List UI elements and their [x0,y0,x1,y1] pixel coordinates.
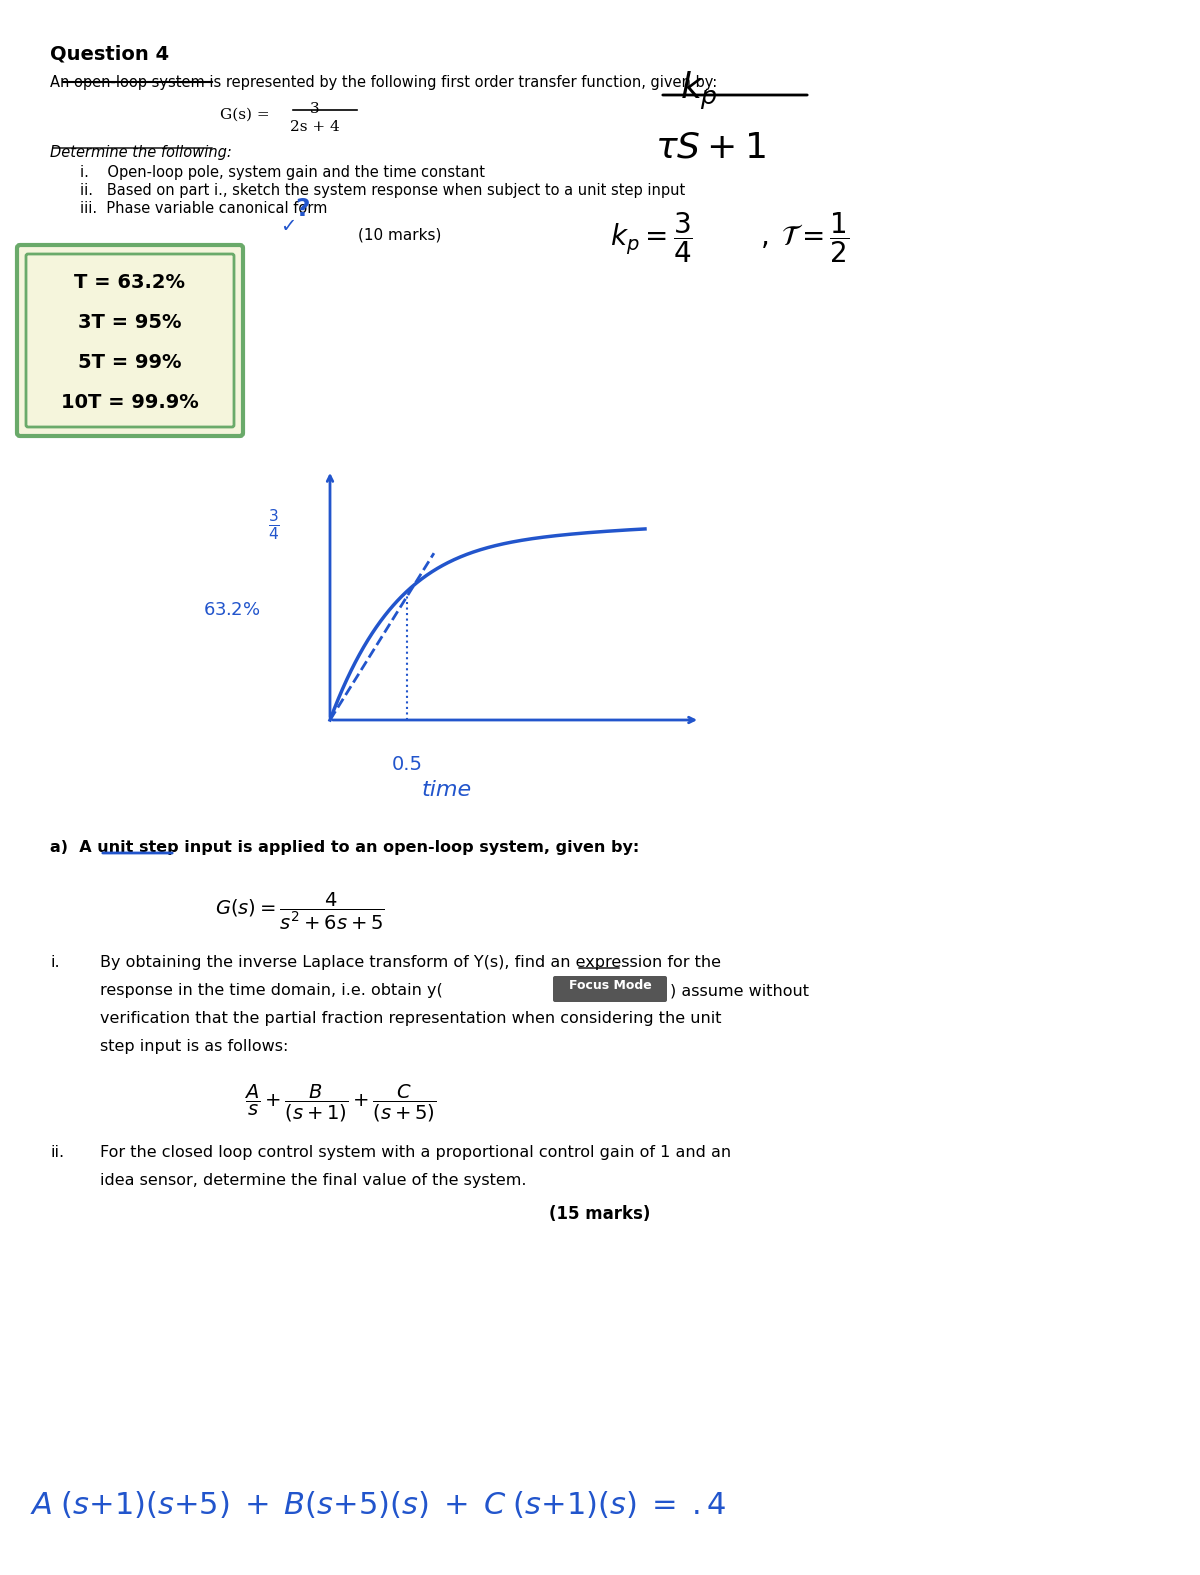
Text: 5T = 99%: 5T = 99% [78,353,181,372]
Text: $k_p$: $k_p$ [680,69,718,112]
Text: By obtaining the inverse Laplace transform of Y(s), find an expression for the: By obtaining the inverse Laplace transfo… [100,954,721,970]
Text: iii.  Phase variable canonical form: iii. Phase variable canonical form [80,202,328,216]
Text: 2s + 4: 2s + 4 [290,120,340,134]
Text: T = 63.2%: T = 63.2% [74,272,186,291]
Text: (10 marks): (10 marks) [359,228,442,243]
Text: i.    Open-loop pole, system gain and the time constant: i. Open-loop pole, system gain and the t… [80,165,485,180]
Text: $\frac{3}{4}$: $\frac{3}{4}$ [268,507,280,542]
Text: $k_p = \dfrac{3}{4}$: $k_p = \dfrac{3}{4}$ [610,209,692,265]
Text: ii.   Based on part i., sketch the system response when subject to a unit step i: ii. Based on part i., sketch the system … [80,183,685,198]
Text: ii.: ii. [50,1145,64,1161]
FancyBboxPatch shape [17,246,242,436]
Text: step input is as follows:: step input is as follows: [100,1040,288,1054]
Text: $\dfrac{A}{s} + \dfrac{B}{(s+1)} + \dfrac{C}{(s+5)}$: $\dfrac{A}{s} + \dfrac{B}{(s+1)} + \dfra… [244,1084,437,1125]
Text: Determine the following:: Determine the following: [50,145,232,161]
Text: idea sensor, determine the final value of the system.: idea sensor, determine the final value o… [100,1173,527,1188]
Text: i.: i. [50,954,60,970]
Text: 0.5: 0.5 [391,754,422,773]
Text: Question 4: Question 4 [50,46,169,65]
FancyBboxPatch shape [553,976,667,1002]
Text: An open-loop system is represented by the following first order transfer functio: An open-loop system is represented by th… [50,76,718,90]
Text: 10T = 99.9%: 10T = 99.9% [61,394,199,413]
Text: 3T = 95%: 3T = 95% [78,313,181,332]
Text: a)  A unit step input is applied to an open-loop system, given by:: a) A unit step input is applied to an op… [50,839,640,855]
Text: verification that the partial fraction representation when considering the unit: verification that the partial fraction r… [100,1011,721,1025]
Text: ) assume without: ) assume without [670,983,809,999]
Text: $63.2\%$: $63.2\%$ [203,602,260,619]
Text: $A\;(s{+}1)(s{+}5)\;+\;B(s{+}5)(s)\;+\;C\;(s{+}1)(s)\;=\;.4$: $A\;(s{+}1)(s{+}5)\;+\;B(s{+}5)(s)\;+\;C… [30,1490,726,1521]
FancyBboxPatch shape [26,254,234,427]
Text: $, \; \mathcal{T} = \dfrac{1}{2}$: $, \; \mathcal{T} = \dfrac{1}{2}$ [760,209,850,265]
Text: G(s) =: G(s) = [220,109,270,121]
Text: $\tau S + 1$: $\tau S + 1$ [655,131,766,164]
Text: time: time [422,780,473,800]
Text: (15 marks): (15 marks) [548,1205,650,1224]
Text: Focus Mode: Focus Mode [569,980,652,992]
Text: $G(s) = \dfrac{4}{s^2 + 6s + 5}$: $G(s) = \dfrac{4}{s^2 + 6s + 5}$ [215,890,385,931]
Text: $\checkmark$: $\checkmark$ [280,216,295,235]
Text: ?: ? [295,197,310,221]
Text: response in the time domain, i.e. obtain y(: response in the time domain, i.e. obtain… [100,983,443,999]
Text: For the closed loop control system with a proportional control gain of 1 and an: For the closed loop control system with … [100,1145,731,1161]
Text: 3: 3 [310,102,320,117]
